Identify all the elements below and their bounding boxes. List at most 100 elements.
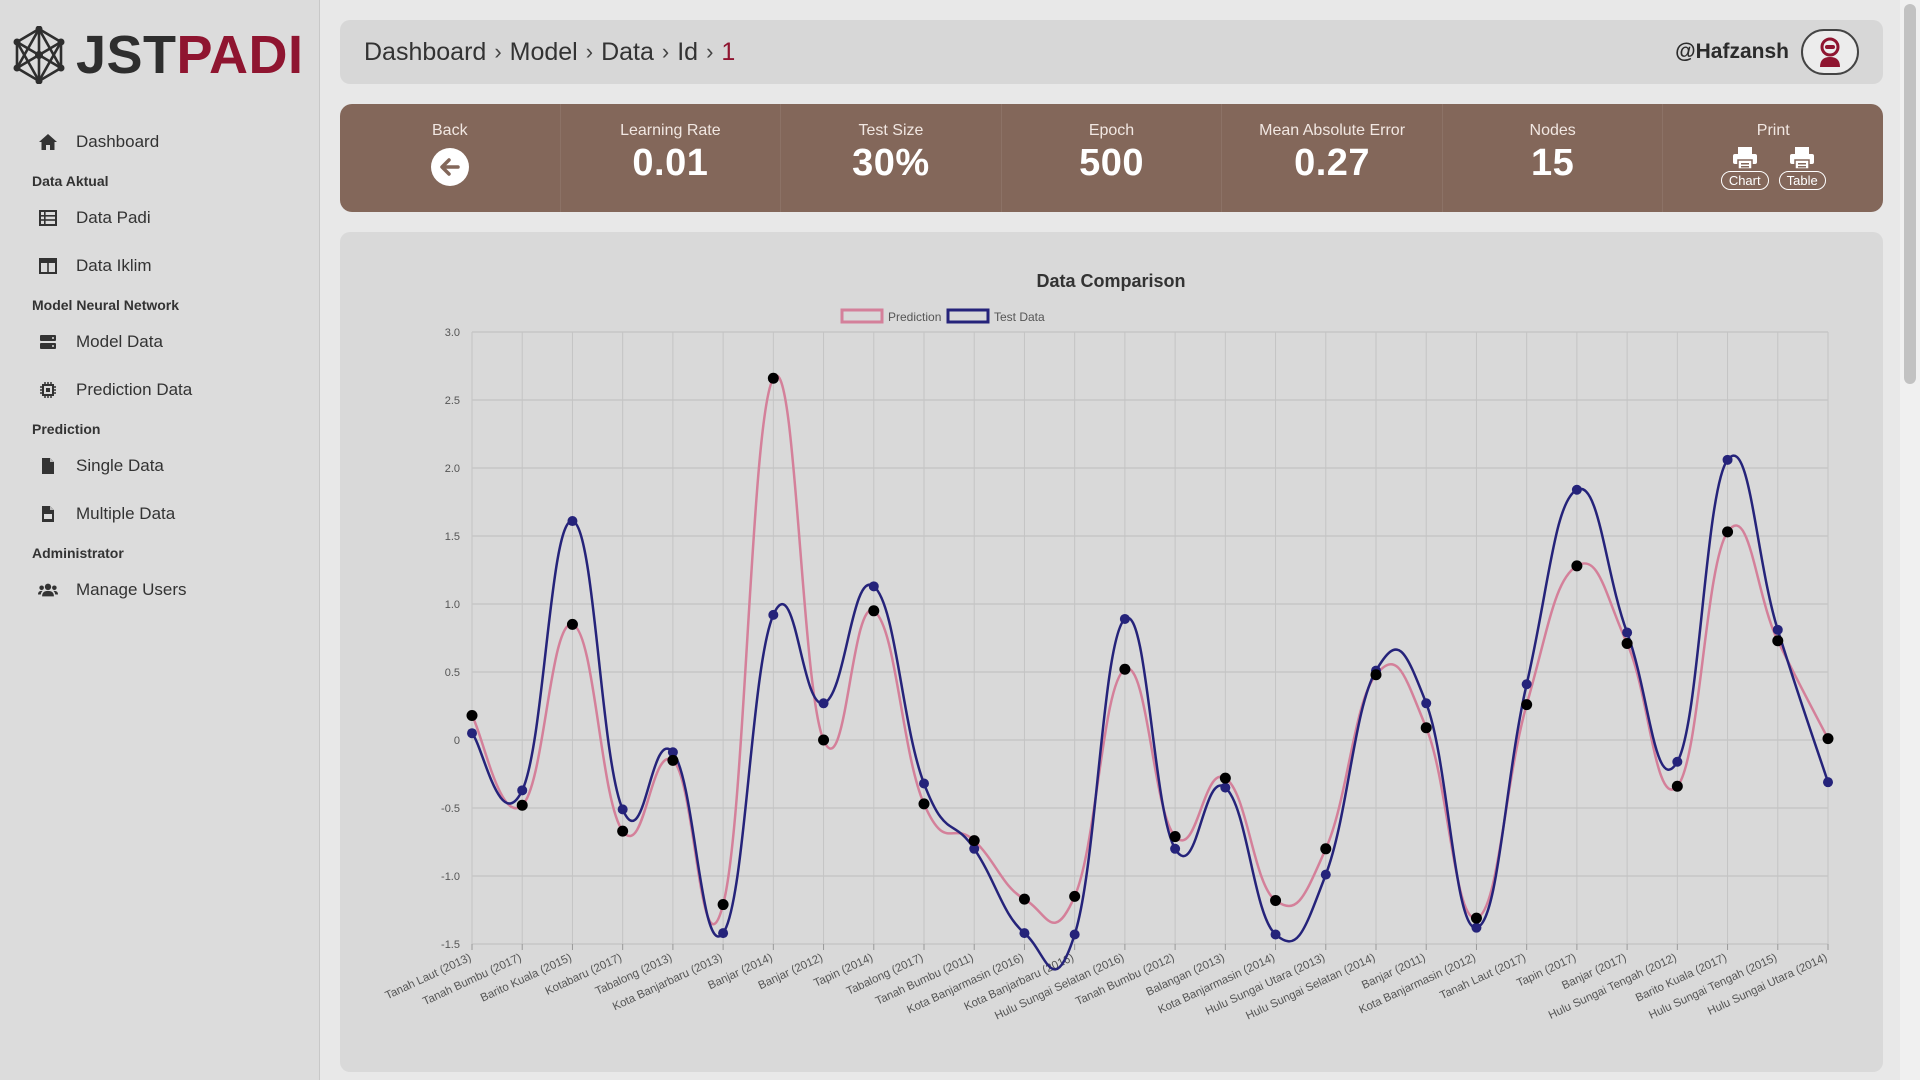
chart-panel: Data Comparison Prediction Test Data 3.0 2.5…	[340, 232, 1883, 1072]
breadcrumb-model[interactable]: Model	[509, 37, 578, 66]
y-tick-label: 2.5	[445, 395, 460, 407]
sidebar-section-prediction: Prediction	[32, 421, 101, 437]
sidebar-item-single-data[interactable]: Single Data	[0, 442, 320, 490]
server-icon	[38, 332, 58, 352]
printer-icon	[1732, 147, 1757, 170]
back-button[interactable]	[430, 148, 469, 186]
test-data-point	[818, 698, 829, 709]
sidebar-item-label: Data Padi	[76, 208, 151, 227]
test-data-point	[617, 804, 628, 815]
print-chart-button[interactable]: Chart	[1720, 146, 1769, 190]
breadcrumb: Dashboard › Model › Data › Id › 1	[364, 38, 735, 67]
test-data-point	[1220, 782, 1231, 793]
y-tick-label: 0	[454, 735, 460, 747]
model-stats-bar: Back Learning Rate 0.01 Test Size 30% Ep…	[340, 104, 1883, 212]
stat-label: Nodes	[1529, 122, 1576, 139]
stat-value: 0.27	[1294, 142, 1371, 184]
stat-label: Learning Rate	[620, 122, 721, 139]
sidebar-section-administrator: Administrator	[32, 545, 124, 561]
sidebar-item-dashboard[interactable]: Dashboard	[0, 118, 320, 166]
y-tick-label: 2.0	[445, 463, 460, 475]
table-columns-icon	[38, 256, 58, 276]
y-tick-label: 0.5	[445, 667, 460, 679]
x-tick-label: Barito Kuala (2015)	[479, 952, 574, 1005]
prediction-point	[1521, 699, 1533, 711]
legend-swatch	[840, 308, 884, 324]
user-robot-icon	[1820, 37, 1840, 67]
sidebar-item-multiple-data[interactable]: Multiple Data	[0, 490, 320, 538]
test-data-point	[1622, 627, 1633, 638]
stat-back: Back	[340, 104, 561, 212]
y-tick-label: 3.0	[445, 327, 460, 339]
prediction-point	[1772, 635, 1784, 647]
top-bar: Dashboard › Model › Data › Id › 1 @Hafza…	[340, 20, 1883, 84]
prediction-point	[1822, 733, 1834, 745]
stat-label: Epoch	[1088, 122, 1135, 139]
test-data-point	[1772, 624, 1783, 635]
stat-print: Print Chart Table	[1663, 104, 1883, 212]
prediction-point	[968, 835, 980, 847]
test-data-point	[1471, 922, 1482, 933]
prediction-point	[1571, 560, 1583, 572]
breadcrumb-separator-icon: ›	[661, 39, 670, 64]
stat-mean-absolute-error: Mean Absolute Error 0.27	[1222, 104, 1443, 212]
prediction-point	[818, 734, 830, 746]
print-table-label: Table	[1778, 171, 1826, 190]
home-icon	[38, 132, 58, 152]
sidebar-item-label: Prediction Data	[76, 380, 193, 399]
test-data-point	[1571, 484, 1582, 495]
x-tick-label: Tanah Laut (2017)	[1438, 952, 1528, 1002]
test-data-point	[1421, 698, 1432, 709]
chip-icon	[38, 380, 58, 400]
sidebar-item-data-iklim[interactable]: Data Iklim	[0, 242, 320, 290]
avatar[interactable]	[1801, 29, 1859, 75]
sidebar-section-data-aktual: Data Aktual	[32, 173, 109, 189]
breadcrumb-dashboard[interactable]: Dashboard	[364, 37, 487, 66]
test-data-point	[1320, 869, 1331, 880]
sidebar-item-label: Data Iklim	[76, 256, 152, 275]
page-scrollbar[interactable]	[1900, 0, 1920, 1080]
sidebar-item-data-padi[interactable]: Data Padi	[0, 194, 320, 242]
prediction-line	[470, 374, 1830, 926]
user-menu[interactable]: @Hafzansh	[1675, 29, 1859, 75]
stat-value: 15	[1531, 142, 1575, 184]
y-tick-label: 1.0	[445, 599, 460, 611]
sidebar-item-label: Dashboard	[76, 132, 160, 151]
stat-test-size: Test Size 30%	[781, 104, 1002, 212]
prediction-point	[1420, 722, 1432, 734]
stat-learning-rate: Learning Rate 0.01	[561, 104, 782, 212]
prediction-point	[1270, 894, 1282, 906]
test-data-point	[1521, 679, 1532, 690]
breadcrumb-data[interactable]: Data	[601, 37, 654, 66]
sidebar-nav: Dashboard Data Aktual Data Padi Data Ikl…	[0, 118, 320, 614]
test-data-point	[1823, 777, 1833, 788]
brand-name: JSTPADI	[76, 25, 304, 85]
prediction-point	[667, 754, 679, 766]
breadcrumb-separator-icon: ›	[585, 39, 594, 64]
prediction-point	[1671, 780, 1683, 792]
prediction-point	[1621, 637, 1633, 649]
sidebar-item-label: Manage Users	[76, 580, 187, 599]
sidebar-item-manage-users[interactable]: Manage Users	[0, 566, 320, 614]
stat-value: 500	[1079, 142, 1144, 184]
file-icon	[38, 456, 58, 476]
legend-label: Test Data	[994, 310, 1045, 324]
scrollbar-thumb[interactable]	[1904, 4, 1916, 384]
legend-swatch	[946, 308, 990, 324]
print-label: Print	[1756, 122, 1790, 139]
breadcrumb-id[interactable]: Id	[677, 37, 699, 66]
sidebar-item-model-data[interactable]: Model Data	[0, 318, 320, 366]
test-data-point	[467, 728, 477, 739]
breadcrumb-current: 1	[721, 37, 736, 66]
prediction-point	[1722, 526, 1734, 538]
test-data-point	[1019, 928, 1030, 939]
csv-file-icon	[38, 504, 58, 524]
brand-logo[interactable]: JSTPADI	[12, 26, 304, 84]
stat-epoch: Epoch 500	[1002, 104, 1223, 212]
prediction-point	[868, 605, 880, 617]
print-table-button[interactable]: Table	[1778, 146, 1826, 190]
stat-value: 0.01	[632, 142, 709, 184]
network-logo-icon	[13, 26, 65, 84]
sidebar-item-prediction-data[interactable]: Prediction Data	[0, 366, 320, 414]
test-data-point	[1722, 454, 1733, 465]
